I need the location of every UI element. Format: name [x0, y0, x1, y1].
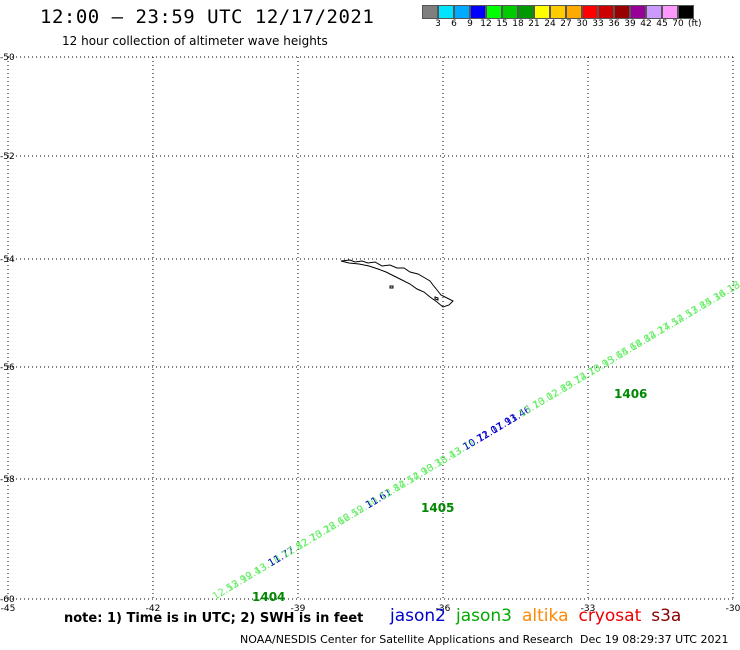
scale-tick-label: 33 — [592, 19, 604, 29]
lat-label: -56 — [0, 363, 15, 373]
lat-label: -50 — [0, 53, 15, 63]
map-grid — [7, 56, 734, 600]
scale-swatch-0 — [422, 5, 438, 19]
scale-swatch-9 — [566, 5, 582, 19]
scale-swatch-6 — [518, 5, 534, 19]
scale-swatch-8 — [550, 5, 566, 19]
scale-swatch-1 — [438, 5, 454, 19]
scale-tick-label: 12 — [480, 19, 492, 29]
scale-tick-label: 21 — [528, 19, 540, 29]
scale-tick-label: 39 — [624, 19, 636, 29]
scale-tick-label: 3 — [435, 19, 441, 29]
scale-swatch-4 — [486, 5, 502, 19]
lon-label: -42 — [146, 604, 161, 614]
scale-tick-label: 6 — [451, 19, 457, 29]
satellite-legend-jason3: jason3 — [456, 606, 512, 626]
scale-swatch-5 — [502, 5, 518, 19]
satellite-legend-s3a: s3a — [651, 606, 682, 626]
scale-swatch-7 — [534, 5, 550, 19]
orbit-labels: 1404 1405 1406 — [252, 387, 647, 604]
orbit-label: 1405 — [421, 501, 454, 515]
satellite-legend-cryosat: cryosat — [578, 606, 642, 626]
orbit-label: 1404 — [252, 590, 285, 604]
south-georgia-coastline — [340, 259, 454, 308]
footer-credit: NOAA/NESDIS Center for Satellite Applica… — [240, 633, 574, 646]
scale-swatch-2 — [454, 5, 470, 19]
color-scale-legend: 3 6 9 12 15 18 21 24 27 30 33 36 39 42 45 70 (ft) — [422, 5, 702, 29]
footer-note: note: 1) Time is in UTC; 2) SWH is in fe… — [64, 611, 364, 626]
lon-label: -45 — [1, 604, 16, 614]
lon-label: -30 — [726, 604, 740, 614]
scale-unit: (ft) — [688, 19, 702, 29]
scale-swatch-10 — [582, 5, 598, 19]
satellite-legend-jason2: jason2 — [390, 606, 446, 626]
scale-tick-label: 15 — [496, 19, 508, 29]
page-subtitle: 12 hour collection of altimeter wave hei… — [62, 34, 328, 48]
orbit-label: 1406 — [614, 387, 647, 401]
scale-tick-label: 27 — [560, 19, 572, 29]
island-outline — [340, 259, 454, 308]
scale-tick-label: 24 — [544, 19, 556, 29]
scale-tick-label: 9 — [467, 19, 473, 29]
scale-swatch-15 — [662, 5, 678, 19]
footer-date: Dec 19 08:29:37 UTC 2021 — [580, 633, 729, 646]
altimeter-track: 12.5312.9912.4313.1811.7712.8212.7013.28… — [211, 280, 740, 603]
scale-swatch-12 — [614, 5, 630, 19]
lat-label: -54 — [0, 255, 15, 265]
scale-tick-label: 70 — [672, 19, 684, 29]
track-value: 13 — [726, 280, 740, 296]
scale-swatch-16 — [678, 5, 694, 19]
lat-label: -52 — [0, 152, 15, 162]
satellite-legend: jason2 jason3 altika cryosat s3a — [390, 606, 681, 626]
islet-2 — [434, 296, 439, 301]
scale-tick-label: 45 — [656, 19, 668, 29]
scale-tick-label: 30 — [576, 19, 588, 29]
lon-label: -33 — [581, 604, 596, 614]
scale-swatch-14 — [646, 5, 662, 19]
scale-swatch-11 — [598, 5, 614, 19]
lat-label: -58 — [0, 475, 15, 485]
scale-tick-label: 18 — [512, 19, 524, 29]
islet-1 — [389, 285, 394, 289]
page-title: 12:00 – 23:59 UTC 12/17/2021 — [40, 6, 375, 28]
color-scale-swatches — [422, 5, 702, 19]
satellite-legend-altika: altika — [522, 606, 569, 626]
color-scale-ticks: 3 6 9 12 15 18 21 24 27 30 33 36 39 42 45 70 (ft) — [422, 19, 702, 29]
lon-label: -36 — [436, 604, 451, 614]
scale-tick-label: 42 — [640, 19, 652, 29]
lon-label: -39 — [291, 604, 306, 614]
lat-label: -60 — [0, 595, 15, 605]
scale-swatch-3 — [470, 5, 486, 19]
map-axis-labels: -50 -52 -54 -56 -58 -60-45 -42 -39 -36 -33 -30 — [0, 53, 740, 614]
scale-tick-label: 36 — [608, 19, 620, 29]
scale-swatch-13 — [630, 5, 646, 19]
